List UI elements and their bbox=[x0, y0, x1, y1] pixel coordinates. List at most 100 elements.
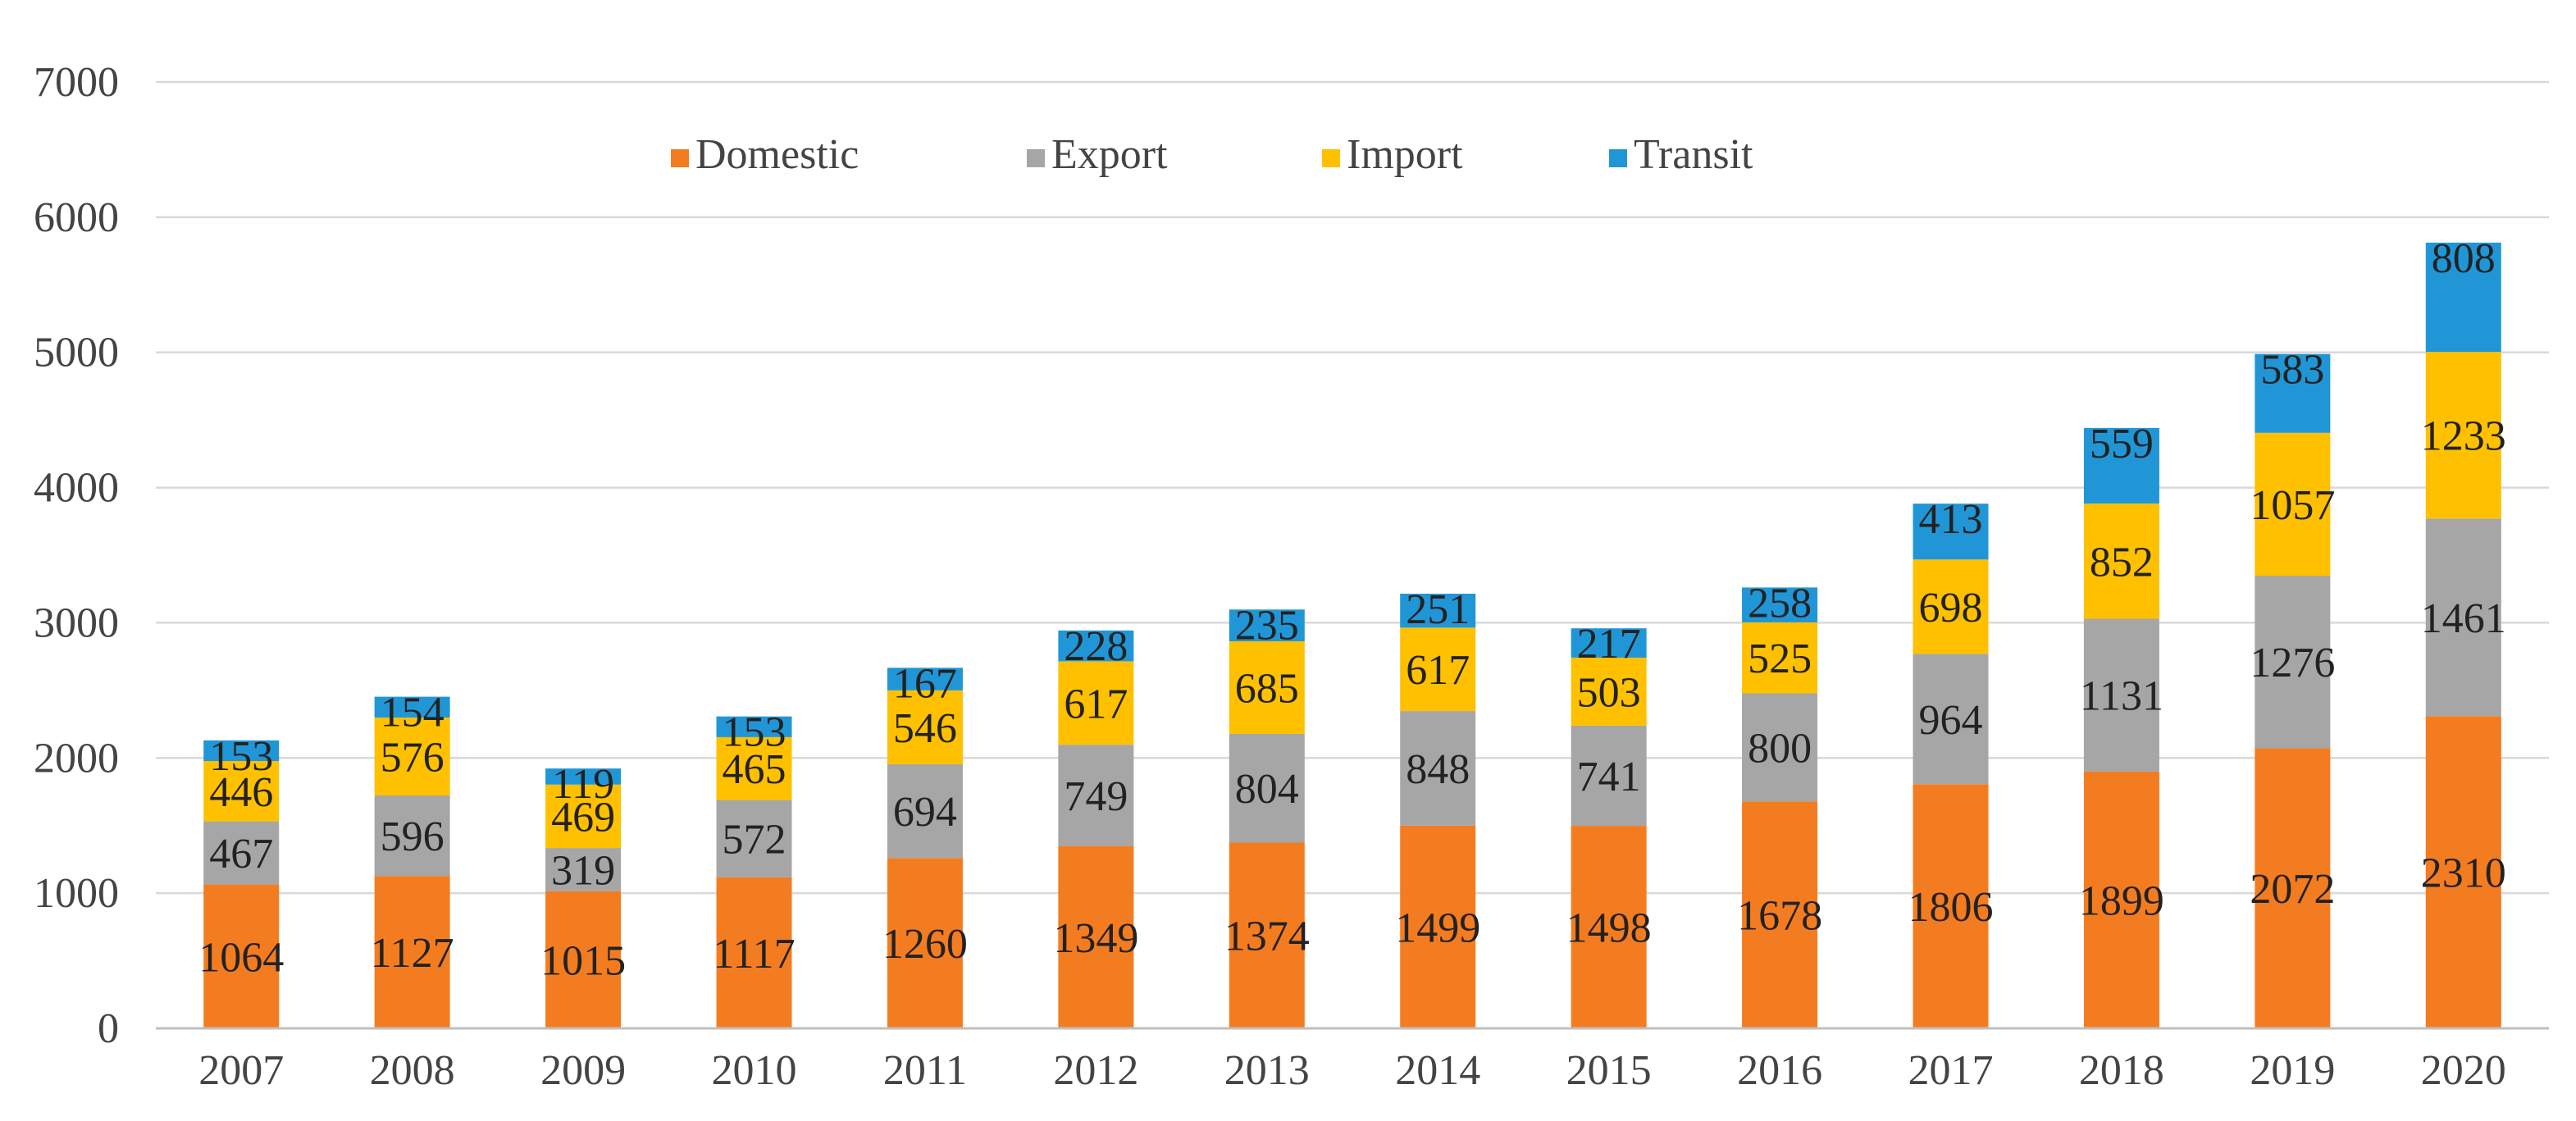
bar-domestic-2019 bbox=[2255, 748, 2331, 1028]
legend-label-domestic: Domestic bbox=[695, 131, 859, 178]
data-label-import-2012: 617 bbox=[1064, 681, 1128, 727]
bar-domestic-2020 bbox=[2425, 716, 2501, 1028]
x-tick-label: 2009 bbox=[540, 1047, 626, 1094]
x-tick-label: 2013 bbox=[1224, 1047, 1310, 1094]
data-label-import-2008: 576 bbox=[381, 734, 445, 781]
bar-transit-2012 bbox=[1058, 630, 1134, 662]
legend-label-transit: Transit bbox=[1634, 131, 1753, 178]
data-label-transit-2015: 217 bbox=[1577, 621, 1641, 668]
bar-transit-2007 bbox=[203, 740, 280, 762]
legend: Domestic Export Import Transit bbox=[671, 131, 1753, 178]
data-label-export-2009: 319 bbox=[551, 847, 615, 894]
bar-export-2008 bbox=[374, 795, 450, 877]
x-tick-label: 2011 bbox=[883, 1047, 967, 1094]
data-label-export-2014: 848 bbox=[1406, 746, 1470, 793]
data-label-export-2007: 467 bbox=[209, 831, 273, 877]
data-label-export-2011: 694 bbox=[893, 789, 957, 836]
bar-domestic-2013 bbox=[1229, 842, 1305, 1028]
data-label-import-2013: 685 bbox=[1235, 665, 1299, 712]
data-label-domestic-2010: 1117 bbox=[713, 931, 795, 977]
bar-import-2011 bbox=[887, 690, 963, 764]
data-label-domestic-2011: 1260 bbox=[882, 921, 968, 968]
data-label-domestic-2019: 2072 bbox=[2250, 866, 2335, 913]
bar-domestic-2018 bbox=[2083, 771, 2159, 1028]
bar-transit-2016 bbox=[1742, 587, 1818, 622]
x-tick-label: 2015 bbox=[1566, 1047, 1652, 1094]
x-tick-label: 2017 bbox=[1908, 1047, 1994, 1094]
y-tick-label: 2000 bbox=[34, 735, 119, 782]
data-label-transit-2010: 153 bbox=[723, 709, 786, 756]
bar-export-2015 bbox=[1571, 725, 1647, 827]
y-tick-label: 4000 bbox=[34, 465, 119, 512]
bar-transit-2015 bbox=[1571, 628, 1647, 658]
bar-transit-2013 bbox=[1229, 609, 1305, 642]
legend-swatch-export bbox=[1027, 149, 1045, 167]
bar-import-2007 bbox=[203, 761, 280, 822]
x-tick-label: 2016 bbox=[1737, 1047, 1822, 1094]
legend-swatch-domestic bbox=[671, 149, 689, 167]
bar-import-2014 bbox=[1400, 627, 1476, 712]
bar-export-2014 bbox=[1400, 711, 1476, 826]
gridlines bbox=[156, 80, 2549, 895]
data-label-transit-2011: 167 bbox=[893, 660, 957, 707]
data-label-transit-2020: 808 bbox=[2432, 235, 2496, 282]
bar-import-2013 bbox=[1229, 641, 1305, 734]
x-tick-label: 2008 bbox=[370, 1047, 455, 1094]
axes: 0 1000 2000 3000 4000 5000 6000 7000 2007 2008 200… bbox=[34, 59, 2549, 1094]
bar-import-2010 bbox=[716, 736, 792, 800]
bar-domestic-2008 bbox=[374, 876, 450, 1028]
bar-export-2019 bbox=[2255, 576, 2331, 749]
bar-export-2011 bbox=[887, 763, 963, 859]
data-label-import-2010: 465 bbox=[723, 746, 786, 793]
bar-export-2010 bbox=[716, 800, 792, 877]
data-label-export-2016: 800 bbox=[1748, 725, 1812, 772]
x-tick-label: 2020 bbox=[2421, 1047, 2506, 1094]
bar-import-2017 bbox=[1913, 559, 1989, 654]
bar-domestic-2014 bbox=[1400, 825, 1476, 1028]
bar-import-2019 bbox=[2255, 432, 2331, 576]
bar-domestic-2017 bbox=[1913, 784, 1989, 1028]
bar-transit-2009 bbox=[545, 768, 622, 785]
bar-transit-2014 bbox=[1400, 593, 1476, 628]
data-label-domestic-2018: 1899 bbox=[2079, 877, 2164, 924]
bar-import-2012 bbox=[1058, 661, 1134, 745]
x-tick-label: 2007 bbox=[198, 1047, 284, 1094]
data-label-transit-2009: 119 bbox=[552, 761, 614, 808]
bar-export-2009 bbox=[545, 848, 622, 891]
bar-transit-2008 bbox=[374, 696, 450, 718]
y-tick-label: 5000 bbox=[34, 330, 119, 376]
y-tick-label: 7000 bbox=[34, 59, 119, 106]
data-label-domestic-2013: 1374 bbox=[1224, 914, 1310, 960]
bars bbox=[203, 242, 2501, 1028]
data-label-import-2011: 546 bbox=[893, 705, 957, 752]
legend-label-export: Export bbox=[1051, 131, 1168, 178]
x-tick-label: 2018 bbox=[2079, 1047, 2164, 1094]
bar-import-2009 bbox=[545, 784, 622, 849]
legend-swatch-transit bbox=[1609, 149, 1627, 167]
bar-transit-2020 bbox=[2425, 242, 2501, 353]
x-tick-label: 2014 bbox=[1395, 1047, 1480, 1094]
bar-export-2016 bbox=[1742, 693, 1818, 802]
data-label-import-2014: 617 bbox=[1406, 647, 1470, 694]
data-label-transit-2018: 559 bbox=[2090, 421, 2154, 467]
data-label-export-2017: 964 bbox=[1919, 697, 1983, 744]
data-label-domestic-2020: 2310 bbox=[2421, 850, 2506, 897]
bar-transit-2019 bbox=[2255, 353, 2331, 433]
data-label-transit-2007: 153 bbox=[209, 733, 273, 780]
legend-swatch-import bbox=[1322, 149, 1340, 167]
bar-domestic-2016 bbox=[1742, 801, 1818, 1028]
data-label-transit-2008: 154 bbox=[381, 690, 445, 736]
data-label-transit-2017: 413 bbox=[1919, 496, 1983, 543]
data-label-export-2012: 749 bbox=[1064, 773, 1128, 820]
bar-export-2017 bbox=[1913, 654, 1989, 785]
y-tick-label: 3000 bbox=[34, 599, 119, 646]
data-label-domestic-2012: 1349 bbox=[1053, 915, 1138, 962]
data-label-export-2018: 1131 bbox=[2080, 673, 2163, 720]
data-label-domestic-2014: 1499 bbox=[1395, 905, 1480, 951]
bar-import-2016 bbox=[1742, 622, 1818, 694]
data-label-transit-2016: 258 bbox=[1748, 580, 1812, 627]
data-label-domestic-2008: 1127 bbox=[371, 930, 454, 977]
bar-domestic-2011 bbox=[887, 858, 963, 1028]
data-label-import-2016: 525 bbox=[1748, 636, 1812, 682]
